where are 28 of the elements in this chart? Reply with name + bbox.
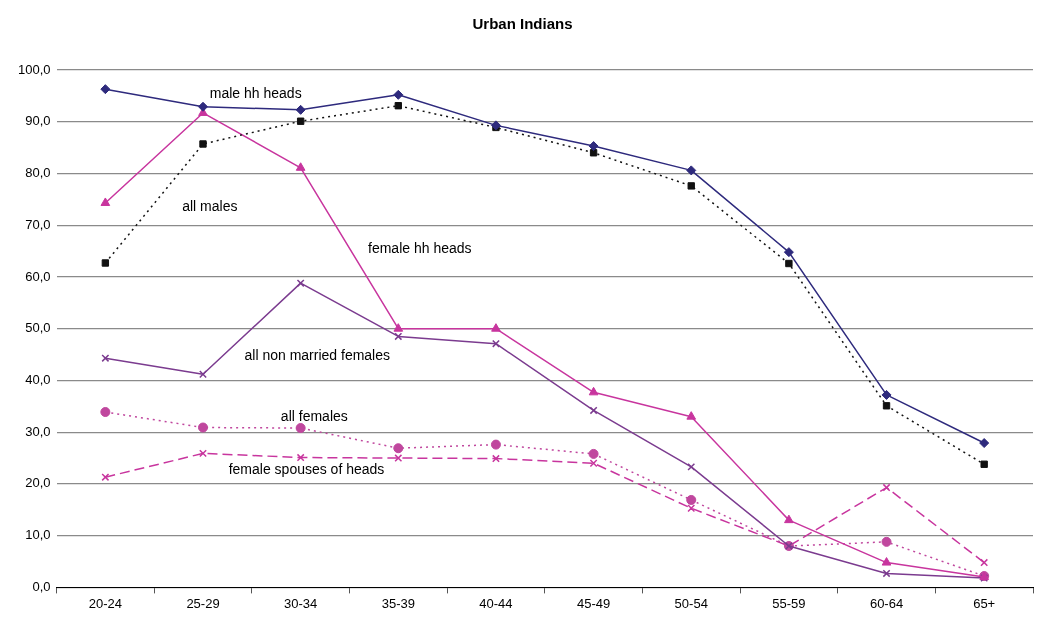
y-tick-label: 60,0 — [25, 268, 51, 284]
chart-title: Urban Indians — [472, 15, 573, 33]
series-label: all males — [182, 197, 238, 214]
x-tick-label: 35-39 — [381, 595, 415, 611]
x-tick-label: 45-49 — [576, 595, 611, 611]
series-label: male hh heads — [209, 85, 302, 102]
series-label: all females — [280, 407, 348, 424]
series-label: female spouses of heads — [228, 461, 385, 478]
x-tick-label: 55-59 — [772, 595, 806, 611]
y-tick-label: 10,0 — [25, 527, 51, 543]
x-tick-label: 50-54 — [674, 595, 708, 611]
x-tick-label: 60-64 — [869, 595, 904, 611]
y-tick-label: 40,0 — [25, 372, 51, 388]
y-tick-label: 50,0 — [25, 320, 51, 336]
series-label: all non married females — [244, 347, 391, 364]
y-tick-label: 0,0 — [32, 578, 51, 594]
y-tick-label: 90,0 — [25, 113, 51, 129]
x-tick-label: 25-29 — [186, 595, 220, 611]
x-tick-label: 40-44 — [479, 595, 513, 611]
y-tick-label: 30,0 — [25, 423, 51, 439]
y-tick-label: 80,0 — [25, 165, 51, 181]
y-tick-label: 20,0 — [25, 475, 51, 491]
x-tick-label: 20-24 — [88, 595, 122, 611]
y-tick-label: 70,0 — [25, 216, 51, 232]
y-tick-label: 100,0 — [17, 61, 51, 77]
x-tick-label: 30-34 — [284, 595, 318, 611]
series-label: female hh heads — [368, 240, 472, 257]
x-tick-label: 65+ — [973, 595, 996, 611]
